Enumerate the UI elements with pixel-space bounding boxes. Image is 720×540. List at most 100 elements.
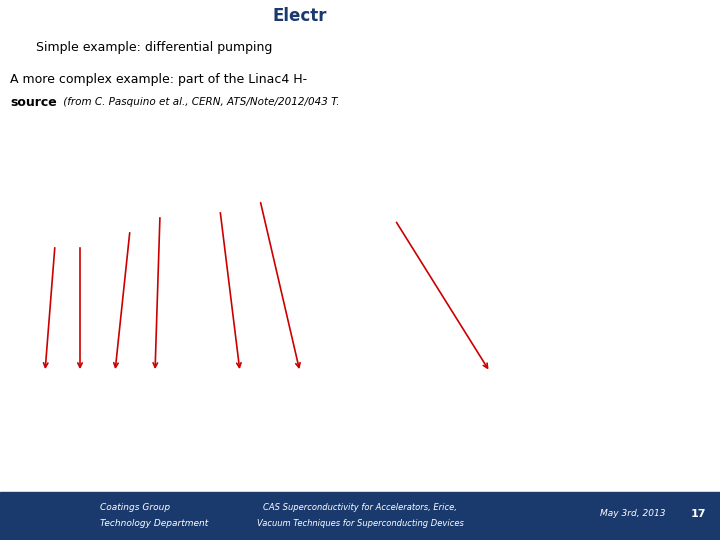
Extraction region — [528, 130, 537, 136]
Plasma Chamber — [608, 10, 617, 17]
RFQ2 — [419, 199, 428, 205]
Extraction region — [644, 132, 653, 138]
Ellipse shape — [448, 438, 461, 445]
Bar — [50, 157, 66, 170]
Bar — [436, 287, 443, 296]
Line: RFQ1: RFQ1 — [390, 191, 714, 199]
Ignition Chamber — [639, 266, 647, 272]
Bar — [360, 233, 372, 246]
Plasma Chamber — [418, 8, 427, 14]
Plasma Chamber — [639, 39, 647, 46]
RFQ IN — [528, 180, 537, 186]
JEE Tank — [419, 173, 428, 180]
Text: S2: S2 — [84, 280, 88, 285]
Text: Vacuum Techniques for Superconducting Devices: Vacuum Techniques for Superconducting De… — [256, 519, 464, 529]
Bar — [233, 157, 249, 170]
Ellipse shape — [471, 390, 516, 427]
Einzel Lens — [702, 159, 711, 165]
Text: Simple example: differential pumping: Simple example: differential pumping — [36, 42, 272, 55]
Ignition Chamber — [644, 266, 653, 272]
RFQ OUT — [419, 235, 428, 242]
Ignition Chamber — [419, 8, 428, 14]
RFQ IN — [386, 188, 395, 194]
JEE Tank — [536, 168, 544, 175]
Text: Technology Department: Technology Department — [100, 519, 208, 529]
RFQ1 — [710, 195, 719, 201]
Text: CAS Superconductivity for Accelerators, Erice,: CAS Superconductivity for Accelerators, … — [263, 503, 457, 511]
Ignition Chamber — [386, 266, 395, 272]
Line: Plasma Chamber: Plasma Chamber — [390, 11, 714, 128]
RFQ1 — [528, 188, 537, 195]
Bar — [0, 492, 720, 540]
RFQ1 — [517, 190, 526, 196]
Extraction region — [639, 129, 647, 136]
RFQ2 — [608, 195, 617, 201]
RFQ OUT — [608, 226, 617, 233]
JEE Tank — [608, 176, 617, 182]
Einzel Lens — [386, 157, 395, 164]
Ellipse shape — [379, 398, 396, 419]
Ignition Chamber — [710, 266, 719, 272]
Text: Coatings Group: Coatings Group — [100, 503, 170, 511]
Ignition Chamber — [418, 8, 426, 14]
Line: JEE Tank: JEE Tank — [390, 172, 714, 183]
Bar — [0, 387, 34, 413]
Title: H2 partial pressure profiles: build up effect: H2 partial pressure profiles: build up e… — [455, 1, 649, 10]
Ellipse shape — [22, 346, 114, 454]
Ellipse shape — [628, 438, 641, 445]
Text: S_detail: S_detail — [419, 266, 431, 270]
Plasma Chamber — [386, 125, 395, 131]
RFQ1 — [639, 192, 647, 199]
RFQ OUT — [528, 224, 537, 230]
Ellipse shape — [32, 358, 104, 442]
Extraction region — [675, 139, 683, 145]
Einzel Lens — [608, 154, 617, 161]
Ignition Chamber — [529, 8, 538, 14]
Ellipse shape — [562, 387, 621, 430]
RFQ OUT — [644, 229, 653, 235]
Plasma Chamber — [517, 48, 526, 54]
Bar — [80, 233, 91, 246]
Bar — [179, 186, 194, 202]
Text: 17: 17 — [690, 509, 706, 519]
Ellipse shape — [230, 376, 311, 440]
RFQ2 — [517, 193, 526, 200]
Bar — [50, 186, 66, 202]
RFQ1 — [608, 192, 617, 199]
Line: Extraction region: Extraction region — [390, 130, 714, 142]
Text: (from C. Pasquino et al., CERN, ATS/Note/2012/043 T.: (from C. Pasquino et al., CERN, ATS/Note… — [60, 97, 340, 107]
Bar — [204, 233, 216, 246]
X-axis label: time (s): time (s) — [535, 293, 570, 302]
Bar — [421, 287, 428, 296]
RFQ IN — [556, 179, 564, 185]
Plasma Chamber — [710, 107, 719, 114]
Bar — [288, 186, 303, 202]
JEE Tank — [644, 170, 653, 177]
RFQ1 — [386, 196, 395, 202]
RFQ OUT — [556, 222, 564, 229]
Text: S5: S5 — [262, 280, 266, 285]
Einzel Lens — [634, 151, 643, 157]
Extraction region — [419, 130, 428, 137]
RFQ IN — [517, 180, 526, 187]
Text: H: H — [76, 324, 79, 328]
Line: Ignition Chamber: Ignition Chamber — [390, 11, 714, 269]
RFQ2 — [557, 192, 565, 198]
Line: RFQ IN: RFQ IN — [390, 182, 714, 191]
Ellipse shape — [574, 393, 610, 423]
RFQ2 — [644, 196, 653, 202]
Einzel Lens — [517, 151, 526, 158]
RFQ2 — [528, 193, 537, 199]
Line: Einzel Lens: Einzel Lens — [390, 154, 714, 162]
RFQ1 — [419, 194, 428, 200]
Einzel Lens — [644, 151, 653, 158]
RFQ OUT — [386, 239, 395, 246]
Text: Electr: Electr — [273, 7, 328, 25]
Bar — [134, 233, 145, 246]
Legend: Ignition Chamber, Plasma Chamber, Extraction region, Einzel Lens, JEE Tank, RFQ : Ignition Chamber, Plasma Chamber, Extrac… — [643, 14, 711, 73]
Ellipse shape — [44, 477, 81, 490]
RFQ OUT — [710, 233, 719, 239]
Text: S3: S3 — [138, 280, 143, 285]
JEE Tank — [517, 169, 526, 176]
Ellipse shape — [194, 348, 347, 469]
